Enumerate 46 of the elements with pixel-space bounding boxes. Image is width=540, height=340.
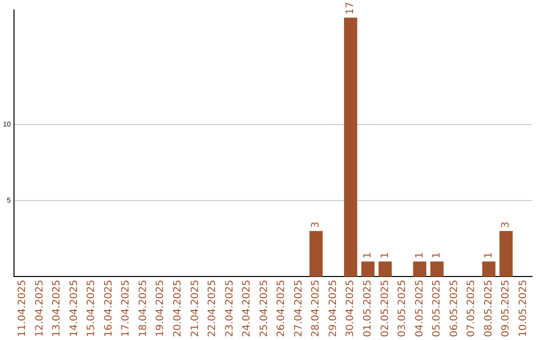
x-tick-label: 01.05.2025 [362,280,374,338]
data-label: 1 [380,252,391,258]
x-tick-label: 10.05.2025 [518,280,529,338]
x-tick-label: 16.04.2025 [103,280,114,338]
bar [378,262,392,277]
x-tick-label: 11.04.2025 [17,280,28,338]
x-tick-label: 19.04.2025 [155,280,166,338]
data-label: 1 [432,252,443,258]
bar [430,262,444,277]
data-label: 3 [500,222,512,228]
x-tick-label: 04.05.2025 [414,280,426,338]
x-tick-label: 02.05.2025 [380,280,391,338]
x-tick-label: 24.04.2025 [242,280,253,338]
bar [413,262,426,277]
x-tick-label: 08.05.2025 [483,280,494,338]
bar [309,231,323,277]
x-tick-label: 30.04.2025 [345,280,356,338]
data-label: 1 [414,252,426,258]
x-tick-label: 13.04.2025 [52,280,63,338]
x-tick-label: 22.04.2025 [207,280,218,338]
x-tick-label: 25.04.2025 [258,280,270,338]
x-tick-label: 29.04.2025 [328,280,339,338]
bar [482,262,496,277]
x-tick-label: 14.04.2025 [68,280,80,338]
x-tick-label: 05.05.2025 [432,280,443,338]
bar [344,18,358,277]
x-tick-label: 23.04.2025 [224,280,236,338]
data-label: 17 [345,2,356,15]
x-tick-label: 27.04.2025 [293,280,304,338]
x-tick-label: 20.04.2025 [172,280,184,338]
bar [499,231,513,277]
x-tick-label: 06.05.2025 [448,280,460,338]
x-tick-label: 09.05.2025 [500,280,512,338]
data-label: 1 [483,252,494,258]
data-label: 3 [310,222,322,228]
x-tick-label: 28.04.2025 [310,280,322,338]
x-tick-label: 21.04.2025 [190,280,201,338]
data-label: 1 [362,252,374,258]
x-tick-label: 12.04.2025 [34,280,46,338]
x-tick-label: 18.04.2025 [138,280,149,338]
x-tick-label: 17.04.2025 [120,280,132,338]
bar [361,262,375,277]
x-tick-label: 15.04.2025 [86,280,98,338]
x-tick-label: 07.05.2025 [466,280,478,338]
x-tick-label: 26.04.2025 [276,280,288,338]
x-tick-label: 03.05.2025 [397,280,408,338]
